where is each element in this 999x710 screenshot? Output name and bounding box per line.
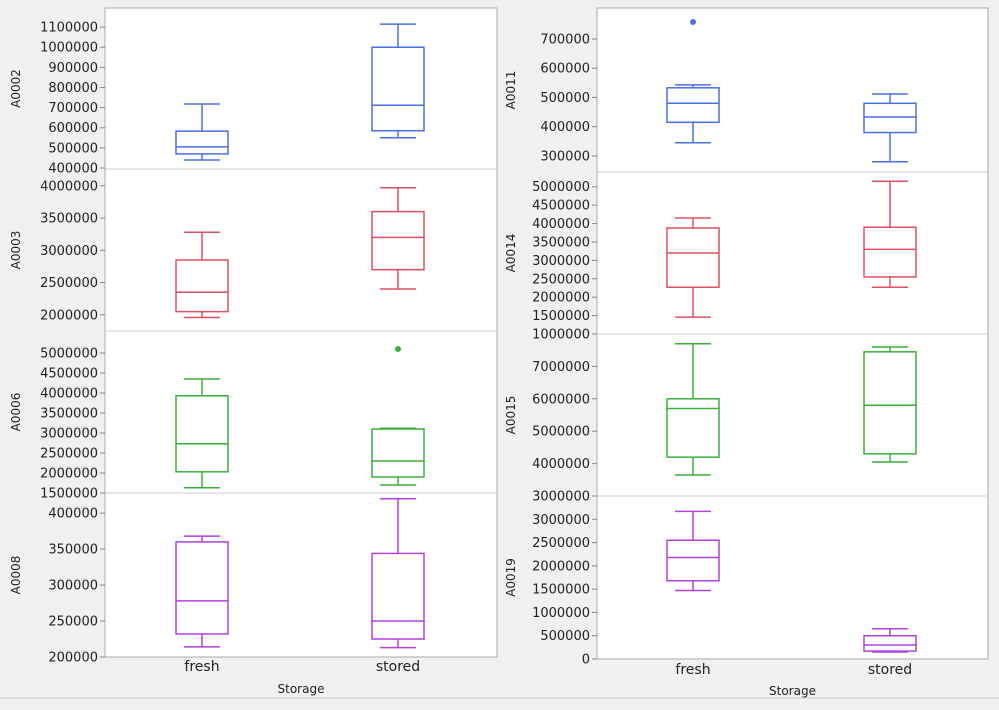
y-tick-label: 250000 bbox=[48, 615, 98, 630]
y-tick-label: 500000 bbox=[48, 141, 98, 156]
y-tick-label: 1000000 bbox=[532, 606, 590, 621]
iqr-box bbox=[666, 87, 720, 124]
y-tick-label: 0 bbox=[582, 653, 590, 668]
y-tick-label: 7000000 bbox=[532, 360, 590, 375]
iqr-box bbox=[863, 634, 917, 652]
y-tick-label: 2000000 bbox=[40, 467, 98, 482]
y-tick-label: 2000000 bbox=[532, 559, 590, 574]
y-tick-label: 800000 bbox=[48, 81, 98, 96]
y-tick-label: 4000000 bbox=[532, 457, 590, 472]
y-tick-label: 3000000 bbox=[40, 427, 98, 442]
y-tick-label: 1500000 bbox=[532, 309, 590, 324]
y-tick-label: 600000 bbox=[540, 62, 590, 77]
y-axis-label: A0002 bbox=[9, 69, 23, 108]
x-axis-label: Storage bbox=[769, 684, 816, 698]
y-tick-label: 4000000 bbox=[40, 387, 98, 402]
y-axis-label: A0011 bbox=[504, 71, 518, 110]
y-tick-label: 350000 bbox=[48, 543, 98, 558]
y-tick-label: 400000 bbox=[540, 120, 590, 135]
y-tick-label: 4000000 bbox=[40, 179, 98, 194]
y-tick-label: 1500000 bbox=[40, 487, 98, 502]
iqr-box bbox=[863, 102, 917, 134]
y-tick-label: 5000000 bbox=[532, 425, 590, 440]
iqr-box bbox=[371, 552, 425, 640]
y-tick-label: 700000 bbox=[540, 32, 590, 47]
x-tick-label: stored bbox=[868, 662, 912, 678]
y-tick-label: 5000000 bbox=[40, 347, 98, 362]
outlier-point bbox=[690, 19, 696, 26]
y-tick-label: 1000000 bbox=[40, 41, 98, 56]
y-tick-label: 4000000 bbox=[532, 217, 590, 232]
y-axis-label: A0014 bbox=[504, 234, 518, 273]
y-tick-label: 3000000 bbox=[532, 254, 590, 269]
iqr-box bbox=[371, 46, 425, 132]
y-tick-label: 300000 bbox=[48, 579, 98, 594]
y-tick-label: 1000000 bbox=[532, 328, 590, 343]
x-tick-label: stored bbox=[376, 659, 420, 675]
iqr-box bbox=[371, 428, 425, 478]
y-tick-label: 3000000 bbox=[532, 513, 590, 528]
iqr-box bbox=[175, 395, 229, 473]
y-tick-label: 4500000 bbox=[532, 199, 590, 214]
y-tick-label: 4500000 bbox=[40, 367, 98, 382]
y-tick-label: 2500000 bbox=[532, 536, 590, 551]
iqr-box bbox=[371, 210, 425, 271]
y-tick-label: 2500000 bbox=[40, 447, 98, 462]
y-tick-label: 1100000 bbox=[40, 21, 98, 36]
y-tick-label: 5000000 bbox=[532, 180, 590, 195]
y-tick-label: 500000 bbox=[540, 629, 590, 644]
iqr-box bbox=[666, 227, 720, 288]
y-axis-label: A0015 bbox=[504, 396, 518, 435]
iqr-box bbox=[666, 539, 720, 582]
iqr-box bbox=[175, 541, 229, 635]
y-axis-label: A0008 bbox=[9, 556, 23, 595]
plot-frame bbox=[104, 7, 498, 658]
y-tick-label: 2000000 bbox=[40, 308, 98, 323]
y-tick-label: 3000000 bbox=[532, 490, 590, 505]
y-tick-label: 3500000 bbox=[40, 212, 98, 227]
x-axis-label: Storage bbox=[278, 682, 325, 696]
x-tick-label: fresh bbox=[675, 662, 710, 678]
y-axis-label: A0019 bbox=[504, 558, 518, 597]
y-tick-label: 700000 bbox=[48, 101, 98, 116]
y-tick-label: 500000 bbox=[540, 91, 590, 106]
y-tick-label: 400000 bbox=[48, 161, 98, 176]
y-tick-label: 3000000 bbox=[40, 244, 98, 259]
iqr-box bbox=[666, 398, 720, 458]
y-tick-label: 2500000 bbox=[40, 276, 98, 291]
iqr-box bbox=[863, 226, 917, 278]
iqr-box bbox=[175, 130, 229, 155]
y-tick-label: 6000000 bbox=[532, 392, 590, 407]
y-tick-label: 1500000 bbox=[532, 583, 590, 598]
y-tick-label: 900000 bbox=[48, 61, 98, 76]
x-tick-label: fresh bbox=[184, 659, 219, 675]
y-tick-label: 200000 bbox=[48, 651, 98, 666]
y-tick-label: 400000 bbox=[48, 507, 98, 522]
y-tick-label: 2500000 bbox=[532, 272, 590, 287]
y-tick-label: 2000000 bbox=[532, 291, 590, 306]
y-tick-label: 3500000 bbox=[40, 407, 98, 422]
y-tick-label: 3500000 bbox=[532, 235, 590, 250]
y-axis-label: A0003 bbox=[9, 231, 23, 270]
outlier-point bbox=[395, 346, 401, 352]
iqr-box bbox=[863, 351, 917, 455]
y-tick-label: 300000 bbox=[540, 149, 590, 164]
iqr-box bbox=[175, 259, 229, 313]
y-tick-label: 600000 bbox=[48, 121, 98, 136]
y-axis-label: A0006 bbox=[9, 393, 23, 432]
